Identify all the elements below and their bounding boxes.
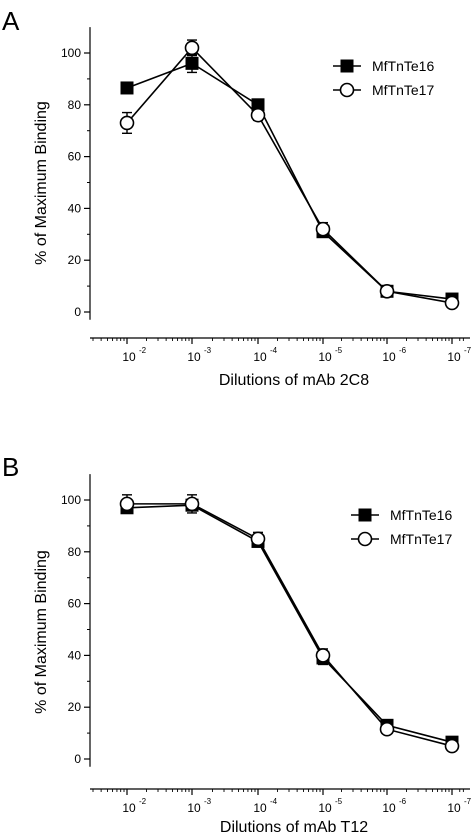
x-tick-label: 10 [253,801,267,815]
data-point [444,295,460,311]
x-tick-label: 10 [187,801,201,815]
x-tick-label: 10 [318,801,332,815]
data-point [250,531,266,547]
panel-letter: B [2,452,19,482]
x-axis-title: Dilutions of mAb 2C8 [219,372,369,389]
y-tick-label: 80 [68,545,82,559]
x-tick-exponent: -5 [335,346,343,355]
series-line [126,504,453,743]
y-tick-label: 100 [61,46,81,60]
series-line [127,503,453,747]
y-tick-label: 0 [74,305,81,319]
series-line [126,62,453,300]
data-point [120,81,134,95]
x-tick-label: 10 [122,801,136,815]
data-point [250,107,266,123]
data-point [184,40,200,56]
x-tick-exponent: -3 [204,346,212,355]
x-tick-exponent: -4 [270,797,278,806]
x-tick-exponent: -2 [139,346,147,355]
data-point [315,648,331,663]
x-tick-exponent: -7 [464,797,472,806]
y-tick-label: 20 [68,253,82,267]
x-tick-label: 10 [382,350,396,364]
legend-marker [358,508,372,522]
x-tick-exponent: -7 [464,346,472,355]
x-tick-label: 10 [253,350,267,364]
x-tick-exponent: -3 [204,797,212,806]
y-tick-label: 60 [68,597,82,611]
legend-label: MfTnTe17 [390,531,452,547]
data-point [185,56,199,70]
legend-label: MfTnTe16 [372,58,434,74]
x-tick-label: 10 [382,801,396,815]
data-point [444,738,460,754]
data-point [119,496,135,512]
y-tick-label: 100 [61,493,81,507]
legend-label: MfTnTe16 [390,507,452,523]
x-tick-label: 10 [447,801,461,815]
x-tick-exponent: -5 [335,797,343,806]
x-tick-label: 10 [447,350,461,364]
data-point [184,496,200,512]
y-axis-title: % of Maximum Binding [33,550,50,714]
y-tick-label: 40 [68,648,82,662]
x-tick-label: 10 [122,350,136,364]
y-tick-label: 40 [68,201,82,215]
panel-letter: A [2,6,20,36]
y-tick-label: 60 [68,150,82,164]
x-tick-label: 10 [187,350,201,364]
legend-marker [340,59,354,73]
y-tick-label: 20 [68,700,82,714]
y-tick-label: 0 [74,752,81,766]
y-tick-label: 80 [68,98,82,112]
legend: MfTnTe16 MfTnTe17 [333,58,434,98]
legend: MfTnTe16 MfTnTe17 [351,507,452,547]
data-point [119,115,135,131]
x-tick-exponent: -2 [139,797,147,806]
x-axis-title: Dilutions of mAb T12 [220,819,368,836]
data-point [379,721,395,737]
data-point [315,221,331,237]
x-tick-exponent: -4 [270,346,278,355]
series-mftnte17 [119,39,460,311]
series-line [126,46,453,304]
data-point [379,283,395,299]
x-tick-exponent: -6 [399,346,407,355]
legend-label: MfTnTe17 [372,82,434,98]
legend-marker [357,531,373,547]
x-tick-label: 10 [318,350,332,364]
x-tick-exponent: -6 [399,797,407,806]
y-axis-title: % of Maximum Binding [33,101,50,265]
legend-marker [339,82,355,98]
series-mftnte17 [119,494,460,754]
